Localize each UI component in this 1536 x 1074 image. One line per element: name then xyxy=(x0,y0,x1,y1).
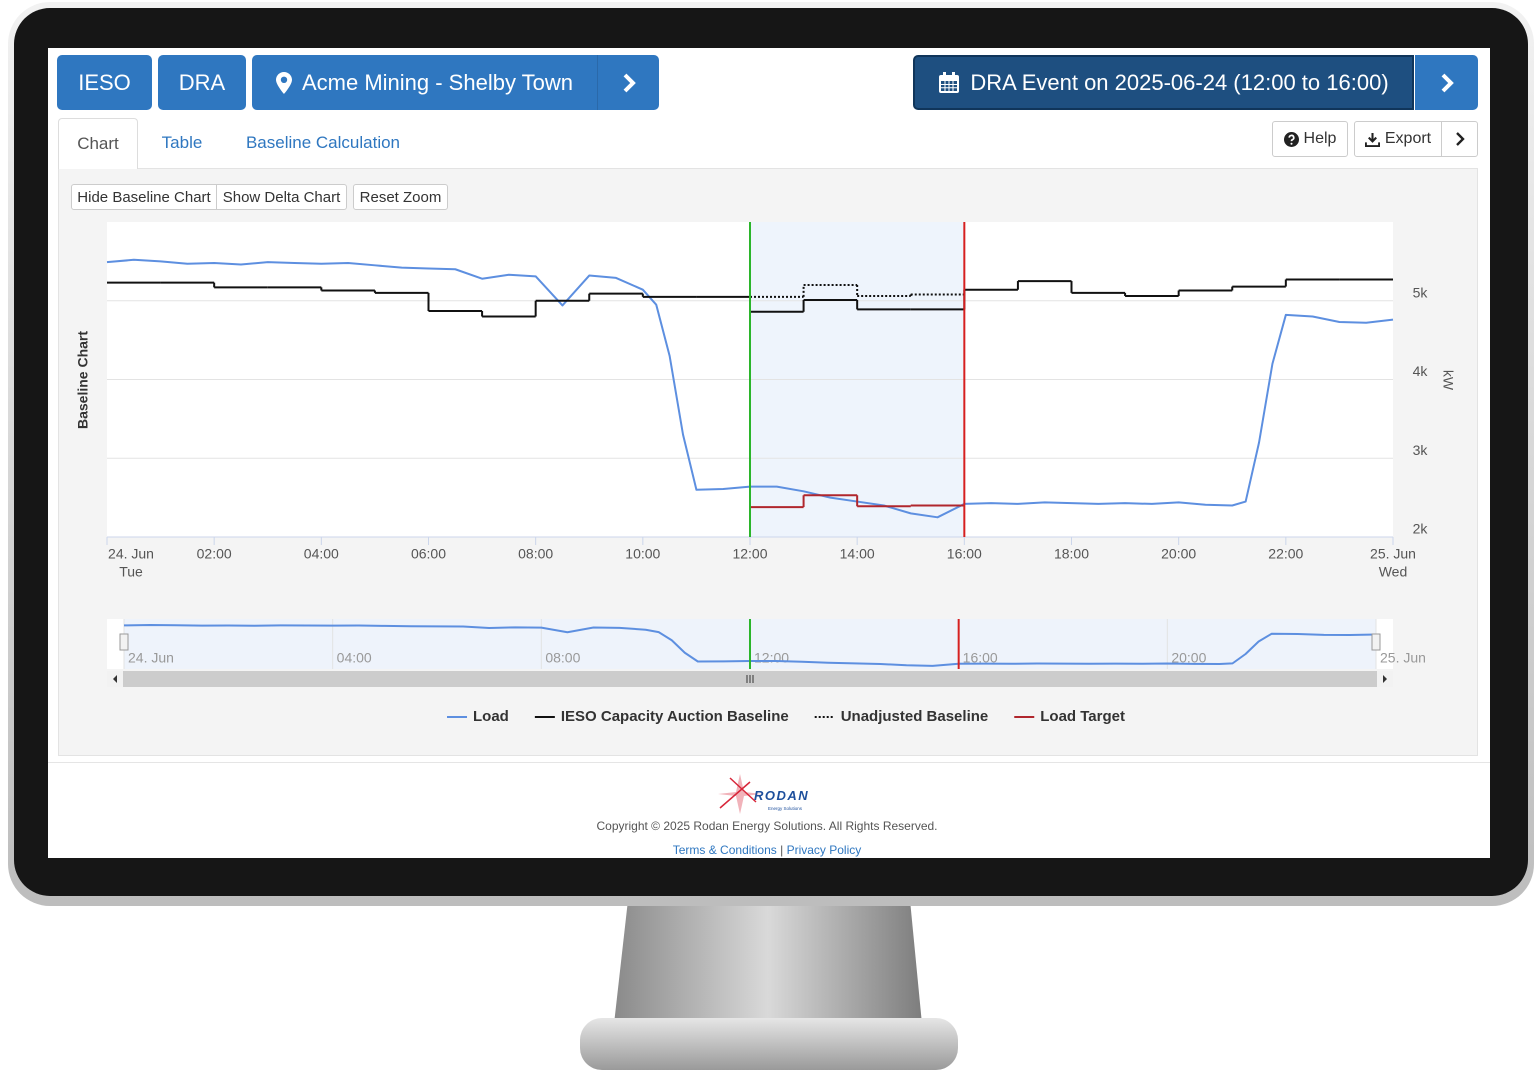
scrollbar-grip xyxy=(746,675,754,683)
y-tick-label: 5k xyxy=(1413,284,1429,300)
y-tick-label: 4k xyxy=(1413,363,1429,379)
legend-label: Load xyxy=(473,708,509,725)
hide-baseline-button[interactable]: Hide Baseline Chart xyxy=(71,184,217,210)
tab-table[interactable]: Table xyxy=(161,133,203,152)
navigator-handle xyxy=(1371,633,1381,651)
x-tick-label: 18:00 xyxy=(1054,546,1089,562)
ieso-button[interactable]: IESO xyxy=(57,55,152,110)
x-tick-label: 16:00 xyxy=(947,546,982,562)
help-label: Help xyxy=(1303,130,1337,147)
reset-zoom-button[interactable]: Reset Zoom xyxy=(353,184,448,210)
x-tick-label: 10:00 xyxy=(625,546,660,562)
x-tick-label: 25. Jun xyxy=(1370,546,1416,562)
pin-icon xyxy=(275,71,292,94)
chevron-icon xyxy=(1455,132,1465,146)
tab-chart[interactable]: Chart xyxy=(58,118,138,169)
calendar-icon xyxy=(939,71,960,93)
legend-item[interactable]: Unadjusted Baseline xyxy=(814,708,989,725)
navigator-label: 12:00 xyxy=(754,650,789,666)
tab-baseline[interactable]: Baseline Calculation xyxy=(245,133,401,152)
location-button[interactable]: Acme Mining - Shelby Town xyxy=(252,55,597,110)
privacy-link[interactable]: Privacy Policy xyxy=(786,843,862,857)
legend-item[interactable]: Load xyxy=(447,708,509,725)
chevron-icon xyxy=(1441,73,1454,92)
logo-text: RODAN xyxy=(754,788,809,803)
show-delta-button[interactable]: Show Delta Chart xyxy=(217,184,347,210)
y-tick-label: 2k xyxy=(1413,521,1429,537)
navigator-label: 16:00 xyxy=(963,650,998,666)
location-next[interactable] xyxy=(597,55,659,110)
footer-rule xyxy=(48,762,1490,763)
event-next[interactable] xyxy=(1415,55,1478,110)
y-axis-title: Baseline Chart xyxy=(75,331,91,429)
navigator-label: 24. Jun xyxy=(128,650,174,666)
chart: 2k 3k 4k 5k 24. Jun Tue 02:00 04:00 06:00 08:00 10… xyxy=(75,222,1456,725)
export-label: Export xyxy=(1384,130,1432,147)
x-tick-sublabel: Wed xyxy=(1379,564,1408,580)
x-tick-label: 20:00 xyxy=(1161,546,1196,562)
navigator-label: 25. Jun xyxy=(1380,650,1426,666)
legend-item[interactable]: IESO Capacity Auction Baseline xyxy=(534,708,789,725)
legend-label: IESO Capacity Auction Baseline xyxy=(561,708,789,725)
stand-base xyxy=(580,1018,958,1070)
dra-button[interactable]: DRA xyxy=(158,55,246,110)
footer-links: Terms & Conditions | Privacy Policy xyxy=(48,843,1486,857)
logo-star xyxy=(718,774,762,814)
screen: IESO DRA Acme Mining - Shelby Town DRA E… xyxy=(48,48,1490,858)
x-tick-label: 04:00 xyxy=(304,546,339,562)
help-icon xyxy=(1283,131,1299,147)
help-button[interactable]: Help xyxy=(1272,121,1348,157)
x-tick-label: 02:00 xyxy=(197,546,232,562)
logo-star xyxy=(719,777,757,809)
chevron-icon xyxy=(623,73,636,92)
y-tick-label: 3k xyxy=(1413,442,1429,458)
navigator-label: 04:00 xyxy=(337,650,372,666)
navigator-handle xyxy=(119,633,129,651)
logo: RODAN Energy Solutions xyxy=(718,774,809,814)
legend-item[interactable]: Load Target xyxy=(1014,708,1125,725)
x-tick-sublabel: Tue xyxy=(119,564,143,580)
actions-next[interactable] xyxy=(1441,121,1478,157)
logo-tagline: Energy Solutions xyxy=(768,806,803,811)
stand-neck xyxy=(614,900,922,1024)
copyright: Copyright © 2025 Rodan Energy Solutions.… xyxy=(596,819,938,833)
download-icon xyxy=(1364,132,1380,147)
navigator-label: 20:00 xyxy=(1171,650,1206,666)
legend-label: Unadjusted Baseline xyxy=(841,708,989,725)
navigator-label: 08:00 xyxy=(545,650,580,666)
legend-label: Load Target xyxy=(1040,708,1125,725)
x-tick-label: 06:00 xyxy=(411,546,446,562)
x-tick-label: 08:00 xyxy=(518,546,553,562)
location-label: Acme Mining - Shelby Town xyxy=(301,69,574,95)
export-button[interactable]: Export xyxy=(1354,121,1442,157)
separator: | xyxy=(780,843,784,857)
x-tick-label: 14:00 xyxy=(840,546,875,562)
x-tick-label: 22:00 xyxy=(1268,546,1303,562)
terms-link[interactable]: Terms & Conditions xyxy=(672,843,777,857)
event-button[interactable]: DRA Event on 2025-06-24 (12:00 to 16:00) xyxy=(913,55,1414,110)
x-tick-label: 12:00 xyxy=(732,546,767,562)
x-tick-label: 24. Jun xyxy=(108,546,154,562)
event-label: DRA Event on 2025-06-24 (12:00 to 16:00) xyxy=(970,69,1389,95)
y2-axis-title: kW xyxy=(1440,370,1456,391)
